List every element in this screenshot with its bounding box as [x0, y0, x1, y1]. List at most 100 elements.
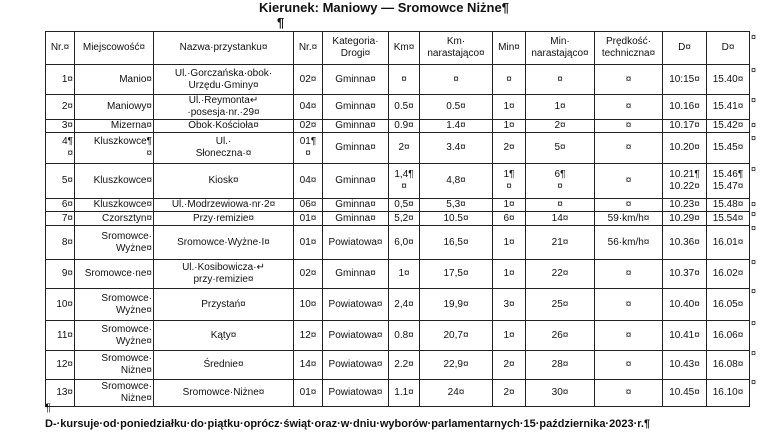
table-cell: 56·km/h¤ [594, 225, 663, 260]
table-cell: 10.17¤ [662, 119, 707, 133]
table-cell: Kąty¤ [153, 320, 294, 351]
table-cell: Sromowce· Wyżne¤ [74, 288, 154, 321]
table-cell: 22¤ [525, 259, 595, 289]
table-row: 12¤ Sromowce· Niżne¤ Średnie¤ 14¤ Powiatowa¤… [45, 350, 750, 380]
table-cell: 1¤ [492, 198, 526, 212]
table-cell: 6,0¤ [388, 225, 420, 260]
table-cell: 5,2¤ [388, 211, 420, 226]
table-row: 8¤ Sromowce· Wyżne¤ Sromowce·Wyżne·I¤ 01¤ Po… [45, 225, 750, 260]
table-cell: Powiatowa¤ [322, 379, 389, 407]
table-cell: 0.5¤ [419, 94, 493, 120]
table-cell: Średnie¤ [153, 350, 294, 380]
table-cell: 16.06¤ [706, 320, 750, 351]
table-cell: 2¤ [45, 94, 75, 120]
table-cell: 2¤ [492, 379, 526, 407]
row-end-mark: ¤ [751, 209, 757, 219]
table-cell: ¤ [594, 379, 663, 407]
table-cell: Kluszkowce¶ ¤ [74, 132, 154, 164]
table-cell: 24¤ [419, 379, 493, 407]
table-cell: 10.43¤ [662, 350, 707, 380]
table-row: 13¤ Sromowce· Niżne¤ Sromowce·Niżne¤ 01¤ Pow… [45, 379, 750, 407]
table-cell: 22,9¤ [419, 350, 493, 380]
table-cell: Czorsztyn¤ [74, 211, 154, 226]
table-cell: Przy·remizie¤ [153, 211, 294, 226]
table-cell: 10¤ [45, 288, 75, 321]
table-cell: 01¤ [293, 379, 323, 407]
table-cell: 0.5¤ [388, 94, 420, 120]
table-cell: 10.37¤ [662, 259, 707, 289]
footer-note: D-·kursuje·od·poniedziałku·do·piątku·opr… [45, 418, 651, 430]
table-cell: Ul.·Reymonta↵ ·posesja·nr.·29¤ [153, 94, 294, 120]
table-cell: 11¤ [45, 320, 75, 351]
table-row: 10¤ Sromowce· Wyżne¤ Przystań¤ 10¤ Powiatowa… [45, 288, 750, 321]
table-cell: 16.02¤ [706, 259, 750, 289]
table-cell: 15.54¤ [706, 211, 750, 226]
table-cell: Gminna¤ [322, 64, 389, 95]
table-cell: 30¤ [525, 379, 595, 407]
table-cell: 10.5¤ [419, 211, 493, 226]
header-cell: Miejscowość¤ [74, 31, 154, 65]
table-cell: 14¤ [525, 211, 595, 226]
header-cell: Min¤ [492, 31, 526, 65]
header-cell: Km¤ [388, 31, 420, 65]
row-end-mark: ¤ [751, 164, 757, 174]
table-cell: 14¤ [293, 350, 323, 380]
table-row: 7¤ Czorsztyn¤ Przy·remizie¤ 01¤ Gminna¤ 5,2¤ 1… [45, 211, 750, 226]
table-cell: 6¶ ¤ [525, 163, 595, 199]
table-cell: 10¤ [293, 288, 323, 321]
table-cell: Ul.·Modrzewiowa·nr·2¤ [153, 198, 294, 212]
table-cell: 2¤ [388, 132, 420, 164]
header-cell: Nr.¤ [293, 31, 323, 65]
table-cell: 1.1¤ [388, 379, 420, 407]
row-end-mark: ¤ [751, 377, 757, 387]
table-row: 5¤ Kluszkowce¤ Kiosk¤ 04¤ Gminna¤ 1,4¶ ¤ 4,8¤ 1… [45, 163, 750, 199]
table-cell: Powiatowa¤ [322, 288, 389, 321]
table-row: 3¤ Mizerna¤ Obok·Kościoła¤ 02¤ Gminna¤ 0.9¤ 1.… [45, 119, 750, 133]
table-cell: 10:15¤ [662, 64, 707, 95]
table-cell: 15.41¤ [706, 94, 750, 120]
table-cell: Kiosk¤ [153, 163, 294, 199]
table-cell: 59·km/h¤ [594, 211, 663, 226]
table-cell: ¤ [594, 320, 663, 351]
header-cell: D¤ [706, 31, 750, 65]
table-cell: 16.05¤ [706, 288, 750, 321]
table-cell: ¤ [594, 198, 663, 212]
table-cell: ¤ [594, 259, 663, 289]
table-cell: Powiatowa¤ [322, 225, 389, 260]
header-cell: D¤ [662, 31, 707, 65]
table-cell: Gminna¤ [322, 94, 389, 120]
row-end-mark: ¤ [751, 133, 757, 143]
timetable: Nr.¤ Miejscowość¤ Nazwa·przystanku¤ Nr.¤ Kat… [45, 31, 750, 407]
table-cell: 1¤ [492, 94, 526, 120]
paragraph-mark: ¶ [277, 15, 285, 30]
table-cell: 28¤ [525, 350, 595, 380]
table-cell: 16,5¤ [419, 225, 493, 260]
table-cell: 1¤ [492, 320, 526, 351]
table-cell: 10.40¤ [662, 288, 707, 321]
table-cell: Gminna¤ [322, 211, 389, 226]
table-cell: 0.8¤ [388, 320, 420, 351]
table-cell: 9¤ [45, 259, 75, 289]
table-cell: 10.41¤ [662, 320, 707, 351]
header-cell: Km· narastająco¤ [419, 31, 493, 65]
table-cell: 1¤ [45, 64, 75, 95]
table-cell: 2¤ [492, 350, 526, 380]
table-cell: 1¤ [492, 225, 526, 260]
paragraph-mark: ¶ [45, 402, 51, 414]
table-cell: Przystań¤ [153, 288, 294, 321]
table-cell: 15.40¤ [706, 64, 750, 95]
table-cell: ¤ [594, 94, 663, 120]
table-cell: 25¤ [525, 288, 595, 321]
table-cell: 1¤ [388, 259, 420, 289]
table-cell: 1.4¤ [419, 119, 493, 133]
row-end-mark: ¤ [751, 65, 757, 75]
table-cell: 5,3¤ [419, 198, 493, 212]
table-cell: Kluszkowce¤ [74, 198, 154, 212]
table-cell: 01¤ [293, 211, 323, 226]
table-cell: 8¤ [45, 225, 75, 260]
table-cell: ¤ [594, 288, 663, 321]
table-cell: Sromowce· Wyżne¤ [74, 225, 154, 260]
document-title: Kierunek: Maniowy — Sromowce Niżne¶ [259, 0, 509, 15]
row-end-mark: ¤ [751, 199, 757, 209]
table-cell: ¤ [594, 163, 663, 199]
